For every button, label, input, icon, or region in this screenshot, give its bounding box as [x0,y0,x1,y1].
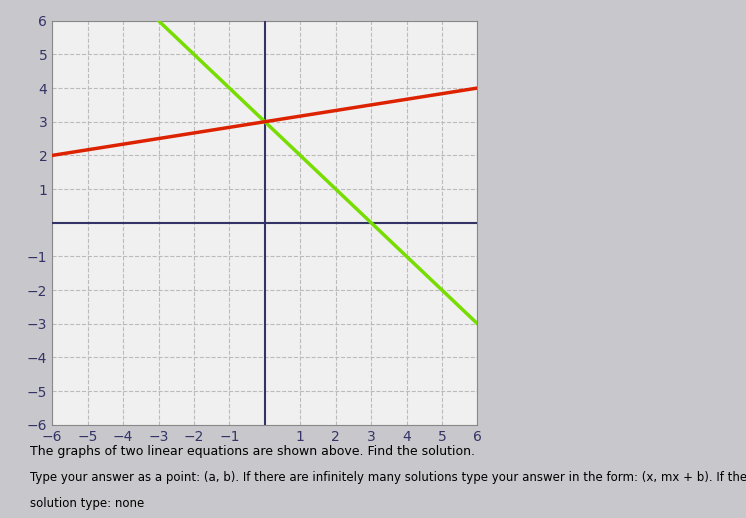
Text: Type your answer as a point: (a, b). If there are infinitely many solutions type: Type your answer as a point: (a, b). If … [30,471,746,484]
Text: The graphs of two linear equations are shown above. Find the solution.: The graphs of two linear equations are s… [30,445,475,458]
Text: solution type: none: solution type: none [30,497,144,510]
